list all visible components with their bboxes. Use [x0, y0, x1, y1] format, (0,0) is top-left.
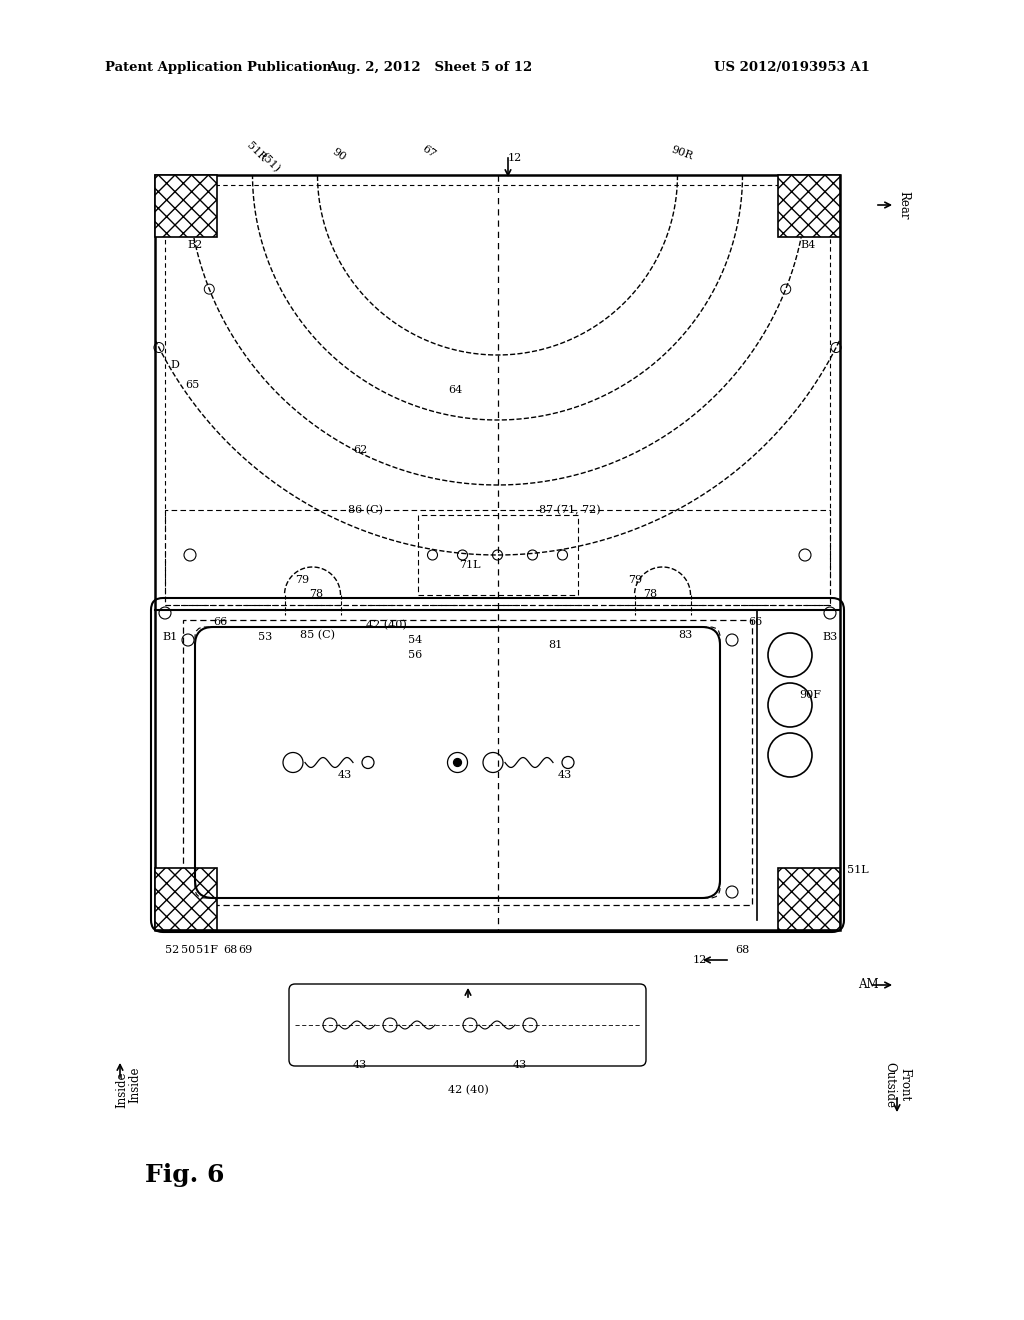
Text: D: D — [171, 360, 179, 370]
Bar — [183, 620, 752, 906]
Text: 68: 68 — [735, 945, 750, 954]
Bar — [155, 176, 840, 931]
Text: Inside: Inside — [128, 1067, 141, 1104]
Text: 90: 90 — [330, 147, 347, 164]
Text: B1: B1 — [163, 632, 177, 642]
Text: 66: 66 — [213, 616, 227, 627]
Text: 12: 12 — [508, 153, 522, 162]
Text: 87 (71, 72): 87 (71, 72) — [540, 504, 601, 515]
Bar — [418, 515, 578, 595]
Bar — [778, 176, 840, 238]
Text: 79: 79 — [628, 576, 642, 585]
Text: 67: 67 — [420, 144, 437, 160]
Text: 12: 12 — [693, 954, 708, 965]
Text: 50: 50 — [181, 945, 196, 954]
Text: 78: 78 — [309, 589, 323, 599]
Text: 51F: 51F — [196, 945, 218, 954]
Text: 56: 56 — [408, 649, 422, 660]
Text: 79: 79 — [295, 576, 309, 585]
Text: 85 (C): 85 (C) — [299, 630, 335, 640]
Text: Inside: Inside — [116, 1072, 128, 1109]
Text: 43: 43 — [338, 770, 352, 780]
Text: AM: AM — [858, 978, 879, 991]
Text: 90R: 90R — [670, 144, 694, 161]
Text: 43: 43 — [513, 1060, 527, 1071]
Text: 90F: 90F — [799, 690, 821, 700]
Bar — [155, 176, 217, 238]
Text: 65: 65 — [185, 380, 199, 389]
Text: 69: 69 — [238, 945, 252, 954]
Text: Aug. 2, 2012   Sheet 5 of 12: Aug. 2, 2012 Sheet 5 of 12 — [328, 62, 532, 74]
Bar — [155, 869, 217, 931]
Text: US 2012/0193953 A1: US 2012/0193953 A1 — [714, 62, 870, 74]
Bar — [778, 869, 840, 931]
Text: Front: Front — [898, 1068, 911, 1102]
Text: 51R: 51R — [245, 140, 268, 164]
Text: (51): (51) — [258, 152, 282, 174]
Text: 42 (40): 42 (40) — [366, 620, 407, 630]
Text: 68: 68 — [223, 945, 238, 954]
Bar — [165, 185, 830, 605]
Text: 81: 81 — [548, 640, 562, 649]
Text: 66: 66 — [748, 616, 762, 627]
Text: 83: 83 — [678, 630, 692, 640]
Text: 43: 43 — [353, 1060, 368, 1071]
Text: B2: B2 — [187, 240, 203, 249]
Text: 78: 78 — [643, 589, 657, 599]
Text: 86 (C): 86 (C) — [347, 504, 383, 515]
Text: 51L: 51L — [847, 865, 868, 875]
Text: B3: B3 — [822, 632, 838, 642]
Text: 53: 53 — [258, 632, 272, 642]
Text: 71L: 71L — [459, 560, 480, 570]
Text: 54: 54 — [408, 635, 422, 645]
Bar — [165, 510, 830, 605]
Text: B4: B4 — [801, 240, 816, 249]
Text: 62: 62 — [353, 445, 368, 455]
Text: 43: 43 — [558, 770, 572, 780]
Text: 42 (40): 42 (40) — [447, 1085, 488, 1096]
Text: Fig. 6: Fig. 6 — [145, 1163, 224, 1187]
Text: 52: 52 — [165, 945, 179, 954]
Text: Outside: Outside — [884, 1063, 896, 1107]
Text: Rear: Rear — [897, 191, 910, 219]
Text: Patent Application Publication: Patent Application Publication — [105, 62, 332, 74]
Circle shape — [454, 759, 462, 767]
Text: 64: 64 — [447, 385, 462, 395]
